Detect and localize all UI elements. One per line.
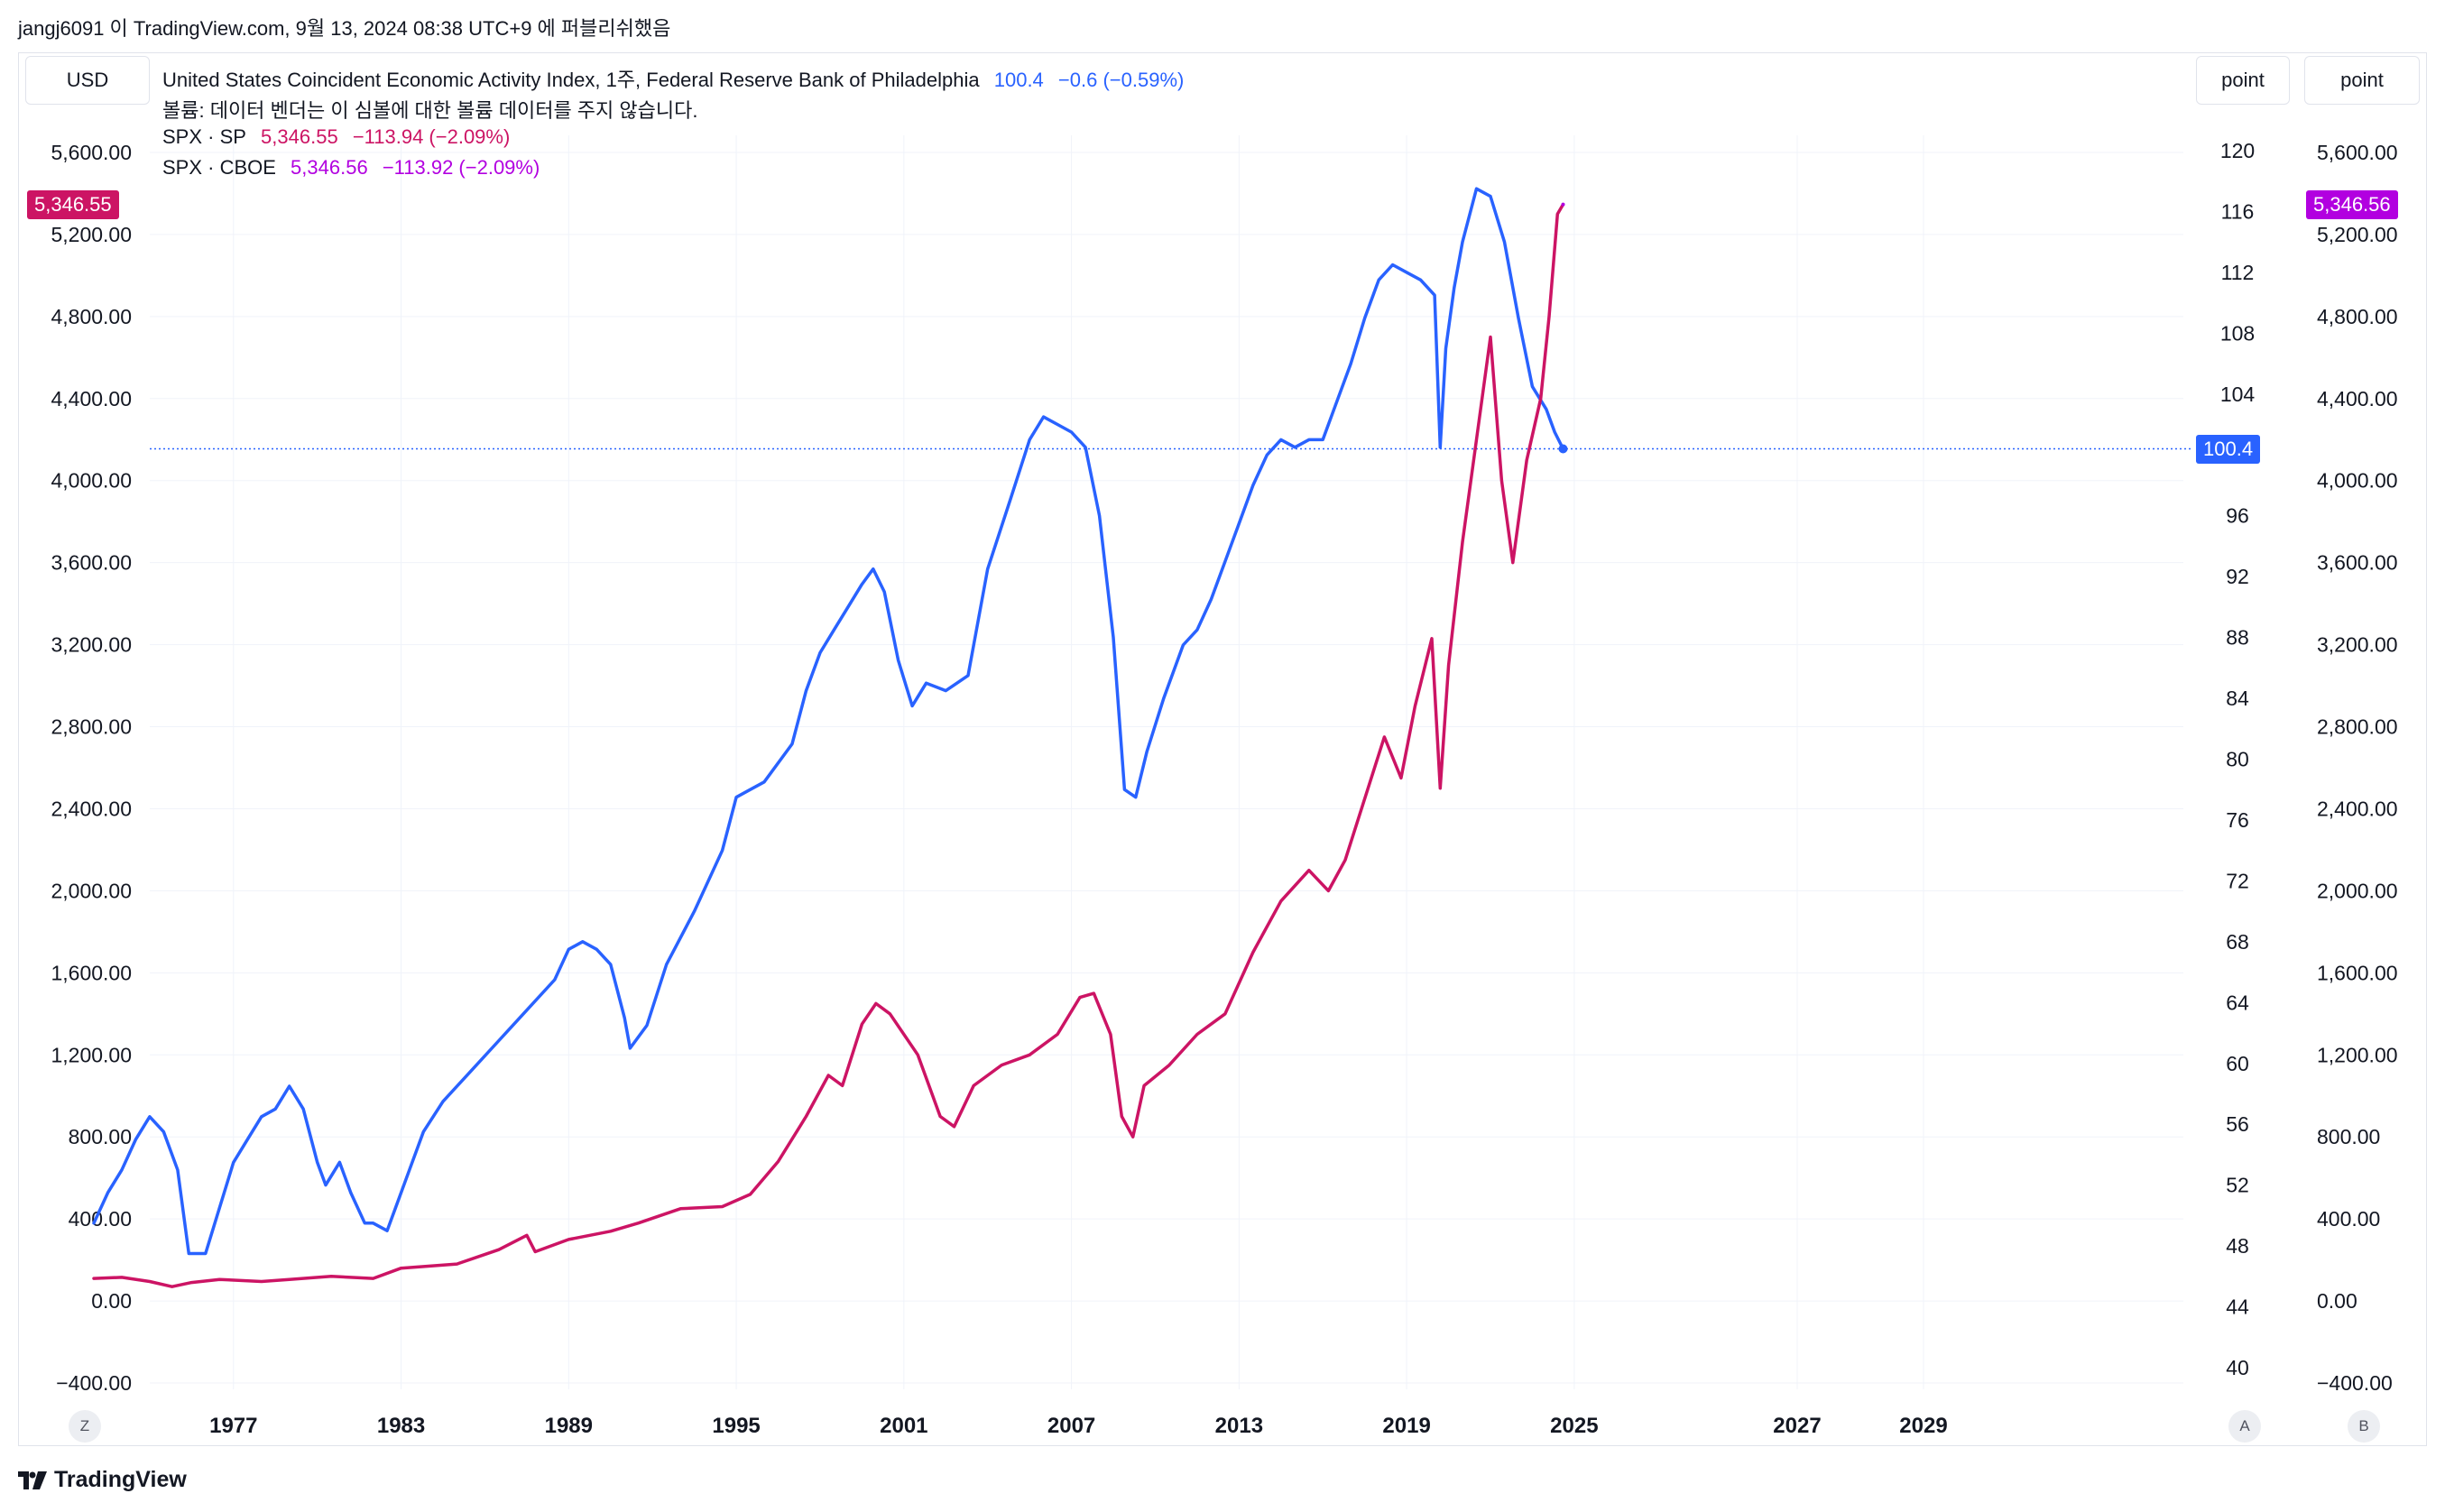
right-a-tick-label: 44 [2226,1295,2249,1319]
auto-scale-left-button[interactable]: Z [69,1410,101,1443]
time-tick-label: 2007 [1047,1414,1095,1438]
left-axis: 5,600.00 5,600.00 5,200.00 5,200.00 4,800.00… [51,141,2397,1395]
time-tick-label: 2027 [1773,1414,1821,1438]
legend-volume-note: 볼륨: 데이터 벤더는 이 심볼에 대한 볼륨 데이터를 주지 않습니다. [162,99,698,122]
right-a-tick-label: 116 [2221,199,2255,223]
right-b-tick-label: 1,200.00 [2317,1043,2398,1066]
right-b-tick-label: −400.00 [2317,1371,2393,1395]
right-a-tick-label: 88 [2226,626,2249,650]
right-b-tick-label: 5,600.00 [2317,141,2398,164]
legend-spx-sp-value: 5,346.55 [261,125,338,148]
left-tick-label: 3,200.00 [51,633,132,657]
chart-frame[interactable] [18,52,2427,1446]
index-last-point [1558,444,1568,454]
left-price-tag: 5,346.55 [27,189,119,219]
time-tick-label: 1983 [377,1414,425,1438]
tradingview-logo-icon [18,1471,47,1489]
left-axis-unit[interactable]: USD [25,56,150,105]
right-a-tick-label: 68 [2226,930,2249,954]
right-a-tick-label: 56 [2226,1112,2249,1136]
series-point-cboe-last [1561,202,1565,207]
right-b-tick-label: 0.00 [2317,1289,2357,1313]
legend-spx-sp[interactable]: SPX · SP 5,346.55 −113.94 (−2.09%) [162,125,519,149]
right-b-tick-label: 4,800.00 [2317,305,2398,328]
left-tick-label: 2,800.00 [51,715,132,739]
right-a-tick-label: 96 [2226,504,2249,528]
right-a-tick-label: 92 [2226,565,2249,588]
right-b-tick-label: 4,400.00 [2317,387,2398,410]
left-tick-label: 5,600.00 [51,141,132,164]
left-tick-label: 0.00 [91,1289,132,1313]
right-b-tick-label: 3,600.00 [2317,551,2398,575]
left-tick-label: 3,600.00 [51,551,132,575]
right-axis: 1201161121081041009692888480767268646056… [2220,139,2256,1379]
left-tick-label: 4,800.00 [51,305,132,328]
left-tick-label: 1,200.00 [51,1043,132,1066]
right-b-tick-label: 800.00 [2317,1125,2380,1148]
legend-index[interactable]: United States Coincident Economic Activi… [162,64,1193,93]
legend-index-change: −0.6 (−0.59%) [1057,69,1185,91]
right-a-tick-label: 104 [2220,383,2256,406]
time-tick-label: 2029 [1899,1414,1947,1438]
series-layer [92,187,1568,1288]
series-line-united-states-coincident-economic-activity-index [92,187,1565,1256]
series-line-spx-sp [92,202,1565,1288]
time-tick-label: 1989 [545,1414,593,1438]
right-b-tick-label: 2,800.00 [2317,715,2398,739]
right-axis-a-unit[interactable]: point [2196,56,2290,105]
time-tick-label: 1995 [712,1414,760,1438]
right-price-tag: 5,346.56 [2306,189,2398,219]
right-b-tick-label: 4,000.00 [2317,469,2398,493]
right-a-tick-label: 72 [2226,869,2249,892]
auto-scale-b-button[interactable]: B [2348,1410,2380,1443]
time-axis: 1977 1983 1989 1995 2001 2007 2013 2019 2025 2027… [209,1414,1948,1438]
left-tick-label: 5,200.00 [51,223,132,246]
right-b-tick-label: 2,400.00 [2317,797,2398,820]
right-a-tick-label: 40 [2226,1356,2249,1379]
left-tick-label: 2,000.00 [51,879,132,902]
right-a-tick-label: 84 [2226,687,2249,710]
right-b-tick-label: 5,200.00 [2317,223,2398,246]
time-tick-label: 2001 [880,1414,927,1438]
right-a-tick-label: 52 [2226,1174,2249,1197]
auto-scale-a-button[interactable]: A [2228,1410,2261,1443]
right-axis-b-unit[interactable]: point [2304,56,2420,105]
publish-info: jangj6091 이 TradingView.com, 9월 13, 2024… [18,17,671,40]
legend-spx-cboe[interactable]: SPX · CBOE 5,346.56 −113.92 (−2.09%) [162,156,549,180]
tradingview-logo-text: TradingView [54,1467,187,1492]
legend-index-value: 100.4 [993,69,1044,91]
left-tick-label: 800.00 [69,1125,132,1148]
legend-spx-cboe-change: −113.92 (−2.09%) [382,156,540,179]
tradingview-logo[interactable]: TradingView [18,1467,187,1493]
time-tick-label: 2013 [1215,1414,1263,1438]
left-tick-label: 4,400.00 [51,387,132,410]
right-a-tick-label: 76 [2226,808,2249,832]
time-tick-label: 1977 [209,1414,257,1438]
right-a-tick-label: 108 [2220,321,2255,345]
left-tick-label: −400.00 [56,1371,132,1395]
legend-index-name: United States Coincident Economic Activi… [162,69,980,91]
right-a-tick-label: 60 [2226,1052,2249,1075]
time-tick-label: 2019 [1382,1414,1430,1438]
grid-lines [150,135,2183,1389]
legend-spx-cboe-name: SPX · CBOE [162,156,276,179]
right-a-tick-label: 64 [2226,991,2249,1014]
right-a-tick-label: 48 [2226,1234,2249,1258]
right-a-tick-label: 112 [2221,261,2255,284]
index-value-tag: 100.4 [2196,434,2261,464]
right-b-tick-label: 400.00 [2317,1207,2380,1231]
left-tick-label: 2,400.00 [51,797,132,820]
legend-spx-cboe-value: 5,346.56 [291,156,368,179]
legend-spx-sp-change: −113.94 (−2.09%) [352,125,511,148]
legend-spx-sp-name: SPX · SP [162,125,246,148]
right-a-tick-label: 80 [2226,748,2249,771]
right-a-tick-label: 120 [2220,139,2255,162]
right-b-tick-label: 2,000.00 [2317,879,2398,902]
right-b-tick-label: 3,200.00 [2317,633,2398,657]
left-tick-label: 1,600.00 [51,961,132,984]
right-b-tick-label: 1,600.00 [2317,961,2398,984]
time-tick-label: 2025 [1550,1414,1598,1438]
left-tick-label: 4,000.00 [51,469,132,493]
